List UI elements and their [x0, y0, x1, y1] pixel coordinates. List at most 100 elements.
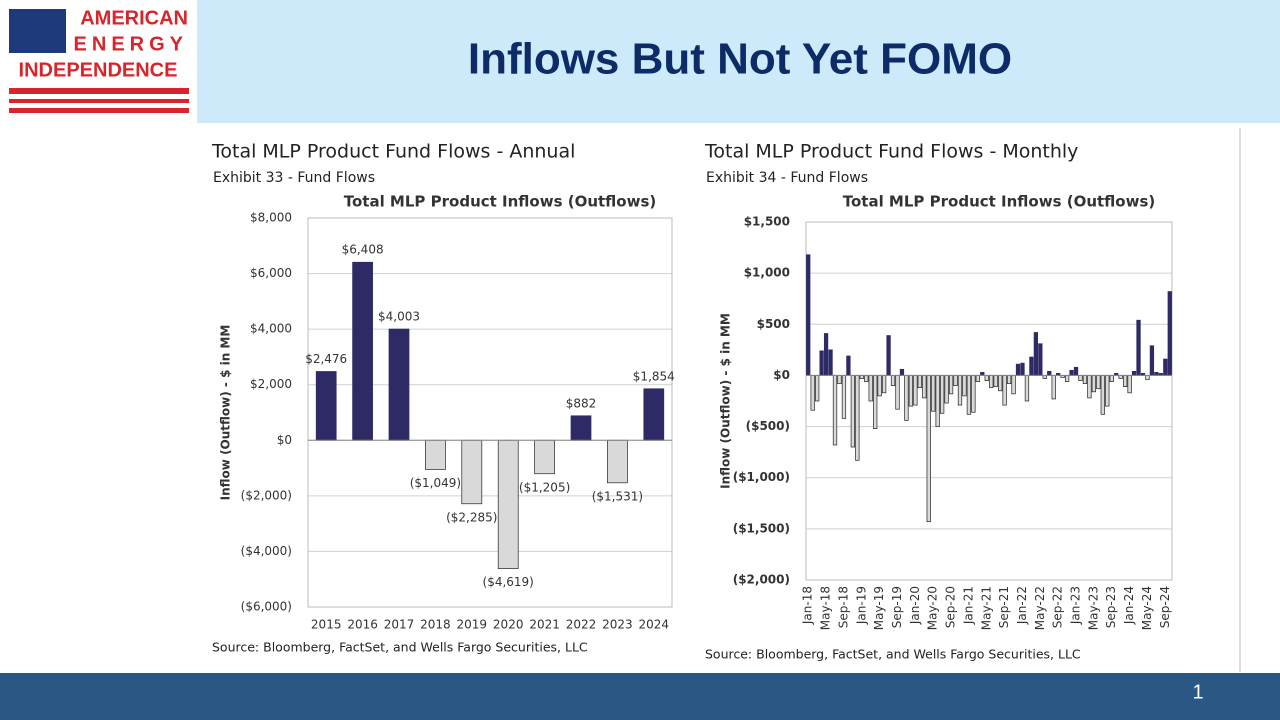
bar [1038, 343, 1043, 376]
chart-subtitle: Exhibit 34 - Fund Flows [706, 170, 868, 186]
data-label: ($1,531) [592, 489, 643, 503]
bar [1029, 356, 1034, 376]
bar [1127, 375, 1132, 394]
x-tick-label: 2016 [347, 618, 378, 632]
bar [1002, 375, 1007, 406]
bar [855, 375, 860, 461]
data-label: $882 [566, 396, 597, 410]
x-tick-label: Sep-19 [890, 586, 904, 628]
stripe [9, 99, 189, 103]
x-tick-label: May-22 [1033, 586, 1047, 630]
bar [1015, 363, 1021, 376]
chart-title: Total MLP Product Inflows (Outflows) [843, 193, 1156, 211]
bar [1167, 291, 1172, 376]
data-label: $2,476 [305, 352, 347, 366]
bar [1096, 375, 1101, 390]
y-tick-label: ($500) [746, 419, 790, 433]
x-tick-label: Sep-21 [997, 586, 1011, 628]
bar [1091, 375, 1097, 393]
bar [1020, 362, 1025, 376]
data-label: $6,408 [342, 243, 384, 257]
bar [913, 375, 918, 406]
bar [823, 333, 829, 376]
bar [917, 375, 922, 389]
x-tick-label: 2020 [493, 618, 524, 632]
x-tick-label: 2023 [602, 618, 633, 632]
bar [1069, 369, 1074, 376]
x-tick-label: Jan-22 [1015, 586, 1029, 625]
chart-title: Total MLP Product Inflows (Outflows) [344, 193, 657, 211]
x-tick-label: May-24 [1140, 586, 1154, 630]
source: Source: Bloomberg, FactSet, and Wells Fa… [212, 640, 588, 655]
bar [989, 375, 994, 389]
bar [939, 375, 945, 414]
bar [1087, 375, 1092, 399]
y-tick-label: ($6,000) [241, 600, 292, 614]
chart-heading: Total MLP Product Fund Flows - Monthly [704, 141, 1078, 163]
bar [944, 375, 949, 404]
bar [1105, 375, 1110, 407]
bar [877, 375, 882, 397]
bar [846, 355, 851, 376]
bar [962, 375, 967, 397]
y-tick-label: $1,000 [744, 266, 790, 280]
logo-text: INDEPENDENCE [19, 59, 178, 81]
chart-subtitle: Exhibit 33 - Fund Flows [213, 170, 375, 186]
bar [832, 375, 838, 446]
x-tick-label: 2021 [529, 618, 560, 632]
bar [890, 375, 896, 387]
bar [1136, 319, 1141, 376]
page-number: 1 [1192, 681, 1203, 703]
bar [497, 439, 519, 569]
y-tick-label: ($1,500) [733, 521, 790, 535]
data-label: $4,003 [378, 310, 420, 324]
bar [953, 375, 958, 387]
x-tick-label: Jan-24 [1122, 586, 1136, 625]
x-tick-label: 2015 [311, 618, 342, 632]
x-tick-label: Sep-24 [1158, 586, 1172, 628]
bar [899, 368, 905, 376]
data-label: ($1,205) [519, 480, 570, 494]
y-tick-label: $500 [757, 317, 790, 331]
y-tick-label: $8,000 [250, 211, 292, 225]
bar [841, 375, 847, 419]
data-label: ($1,049) [410, 476, 461, 490]
bar [1163, 358, 1168, 376]
slide-title: Inflows But Not Yet FOMO [468, 35, 1012, 84]
bar [864, 375, 869, 382]
stripe [9, 88, 189, 94]
stripe [9, 108, 189, 113]
y-tick-label: ($2,000) [241, 488, 292, 502]
data-label: ($4,619) [483, 575, 534, 589]
bar [850, 375, 856, 448]
bar [1100, 375, 1105, 415]
bar [984, 375, 989, 381]
x-tick-label: 2018 [420, 618, 451, 632]
bar [922, 375, 927, 399]
data-label: ($2,285) [446, 510, 497, 524]
bar [1006, 375, 1012, 384]
data-label: $1,854 [633, 369, 675, 383]
bar [534, 439, 555, 475]
bar [1131, 370, 1137, 376]
x-tick-label: May-23 [1086, 586, 1100, 630]
header-band [197, 0, 1280, 123]
bar [1109, 375, 1114, 382]
bar [993, 375, 998, 388]
logo-text: AMERICAN [80, 7, 188, 29]
bar [1122, 375, 1128, 388]
x-tick-label: 2019 [457, 618, 488, 632]
bar [935, 375, 940, 427]
x-tick-label: May-21 [979, 586, 993, 630]
plot-frame [805, 221, 1173, 581]
bar [819, 350, 824, 376]
bar [966, 375, 972, 415]
y-axis-label: Inflow (Outflow) - $ in MM [719, 313, 733, 489]
bar [315, 371, 337, 441]
x-tick-label: Jan-19 [854, 586, 868, 625]
bar [931, 375, 936, 412]
bar [998, 375, 1003, 392]
bar [895, 375, 900, 410]
x-tick-label: Sep-22 [1051, 586, 1065, 628]
